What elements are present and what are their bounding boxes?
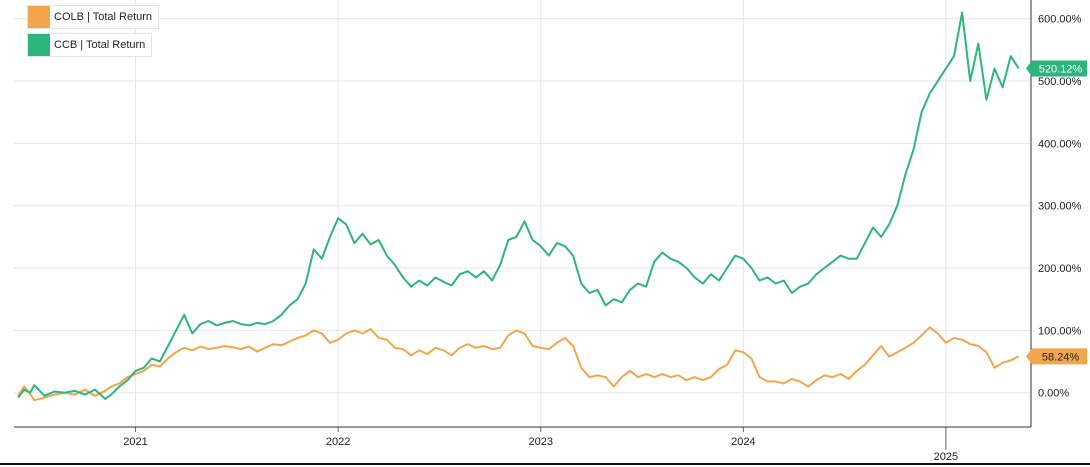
series-line-1	[17, 11, 1020, 400]
legend-label-colb: COLB | Total Return	[54, 11, 153, 23]
y-tick-label: 600.00%	[1038, 14, 1082, 26]
last-value-badge-0	[1026, 348, 1087, 365]
x-tick-label: 2022	[326, 436, 350, 448]
legend-label-ccb: CCB | Total Return	[54, 39, 146, 51]
series-lines	[17, 11, 1020, 402]
last-value-badge-1	[1026, 60, 1087, 77]
x-tick-label: 2024	[731, 436, 755, 448]
grid	[14, 0, 1031, 427]
legend-item-colb[interactable]: COLB | Total Return	[27, 5, 160, 29]
x-tick-label: 2023	[528, 436, 552, 448]
x-tick-label: 2021	[123, 436, 147, 448]
x-tick-label: 2025	[934, 451, 958, 463]
legend-swatch-ccb	[28, 34, 50, 56]
y-tick-label: 500.00%	[1038, 76, 1082, 88]
y-tick-label: 200.00%	[1038, 263, 1082, 275]
last-value-label-1: 520.12%	[1039, 63, 1083, 75]
y-tick-label: 0.00%	[1038, 388, 1069, 400]
last-value-badges: 58.24% 520.12%	[1026, 60, 1087, 365]
legend: COLB | Total Return CCB | Total Return	[27, 5, 160, 61]
y-tick-label: 400.00%	[1038, 138, 1082, 150]
y-tick-label: 300.00%	[1038, 201, 1082, 213]
legend-swatch-colb	[28, 6, 50, 28]
series-line-0	[17, 326, 1020, 402]
legend-item-ccb[interactable]: CCB | Total Return	[27, 33, 153, 57]
last-value-label-0: 58.24%	[1042, 351, 1080, 363]
y-tick-label: 100.00%	[1038, 325, 1082, 337]
